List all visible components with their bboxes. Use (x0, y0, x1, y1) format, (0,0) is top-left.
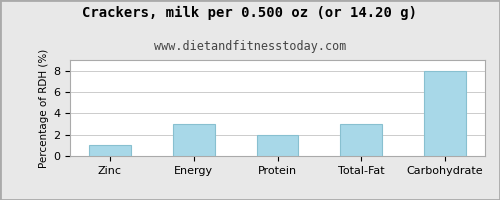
Bar (256, 135, 298, 156)
Y-axis label: Percentage of RDH (%): Percentage of RDH (%) (39, 48, 49, 168)
Bar (340, 124, 382, 156)
Bar (89, 145, 131, 156)
Bar (172, 124, 214, 156)
Text: Crackers, milk per 0.500 oz (or 14.20 g): Crackers, milk per 0.500 oz (or 14.20 g) (82, 6, 417, 20)
Bar (424, 71, 466, 156)
Text: www.dietandfitnesstoday.com: www.dietandfitnesstoday.com (154, 40, 346, 53)
